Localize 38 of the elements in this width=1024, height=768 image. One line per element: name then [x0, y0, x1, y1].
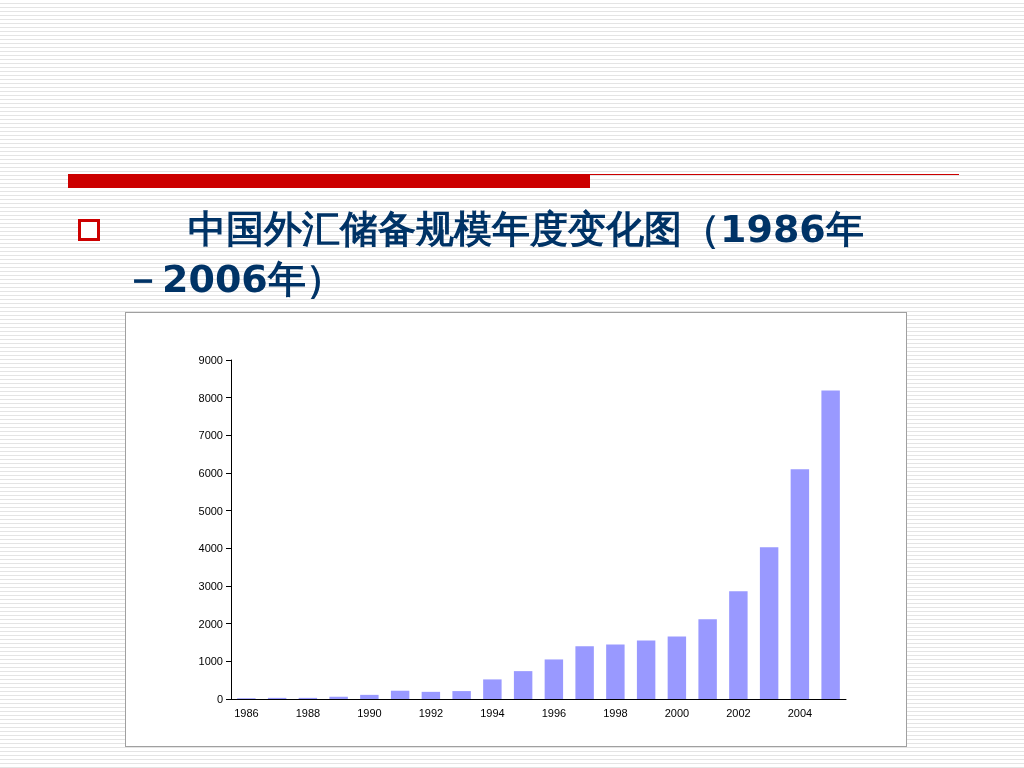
x-tick-label: 1994	[480, 706, 505, 719]
y-tick-label: 4000	[198, 542, 223, 555]
y-tick-label: 1000	[198, 655, 223, 668]
x-tick-label: 1996	[541, 706, 567, 719]
bar	[575, 646, 594, 699]
bar	[790, 469, 810, 699]
y-tick-label: 0	[216, 693, 223, 705]
bar	[390, 690, 410, 699]
y-tick-label: 5000	[198, 504, 223, 517]
x-tick-label: 1998	[603, 706, 628, 719]
bar	[759, 547, 779, 699]
x-tick-label: 1990	[357, 706, 382, 719]
x-tick-label: 1986	[234, 706, 259, 719]
y-tick-label: 7000	[198, 429, 223, 442]
bar	[606, 644, 625, 699]
x-tick-label: 2004	[787, 706, 813, 719]
bar	[729, 591, 748, 699]
y-tick-label: 3000	[198, 580, 223, 592]
y-tick-label: 6000	[198, 467, 223, 479]
bar	[821, 390, 840, 699]
bar	[667, 636, 687, 699]
bar	[452, 691, 471, 699]
x-tick-label: 2002	[726, 706, 751, 719]
y-tick-label: 9000	[198, 354, 223, 366]
bar	[698, 619, 717, 699]
y-tick-label: 2000	[198, 617, 223, 630]
chart-title: 中国外汇储备规模年度变化图（1986年－2006年）	[124, 206, 865, 303]
x-tick-label: 1988	[295, 706, 321, 719]
bar	[421, 691, 441, 699]
bar	[483, 679, 502, 699]
bar	[544, 659, 564, 699]
bar	[636, 640, 656, 699]
bar	[360, 694, 379, 699]
bar	[513, 671, 533, 699]
x-tick-label: 1992	[418, 706, 444, 719]
bar	[329, 696, 348, 699]
x-tick-label: 2000	[664, 706, 690, 719]
y-tick-label: 8000	[198, 391, 223, 404]
